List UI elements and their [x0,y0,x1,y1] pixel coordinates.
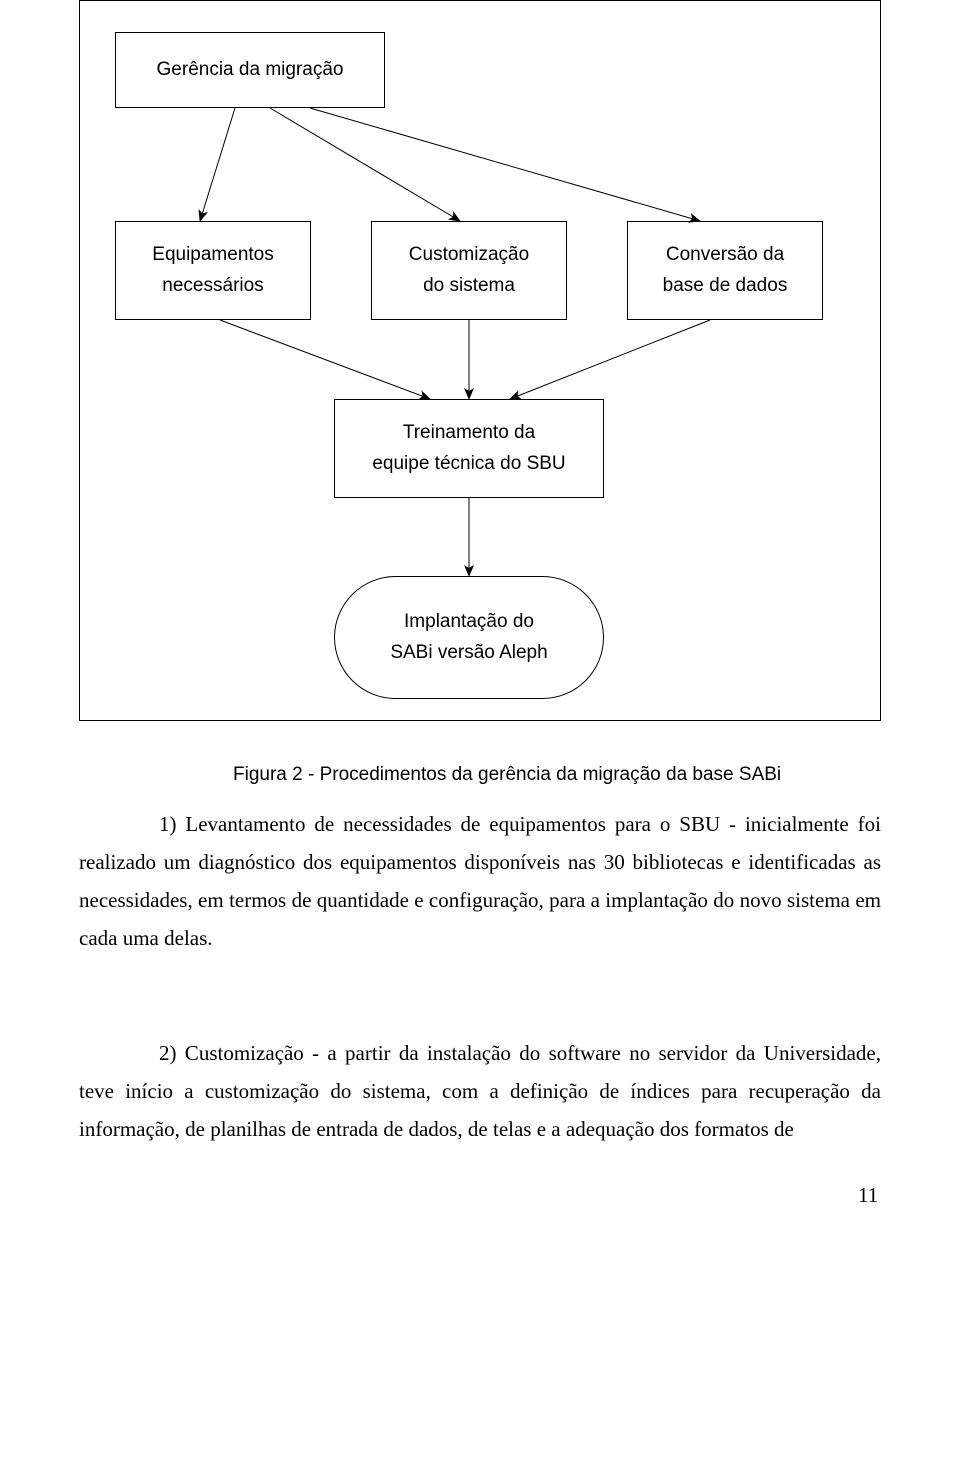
figure-caption: Figura 2 - Procedimentos da gerência da … [233,764,781,786]
node-train-line1: Treinamento da [403,418,535,448]
node-custom-line2: do sistema [423,271,515,301]
node-conv: Conversão da base de dados [627,221,823,320]
node-equip-line1: Equipamentos [152,240,273,270]
node-custom-line1: Customização [409,240,529,270]
body-block-0: 1) Levantamento de necessidades de equip… [159,805,881,843]
node-impl-line1: Implantação do [404,607,534,637]
node-conv-line1: Conversão da [666,240,784,270]
node-impl-line2: SABi versão Aleph [390,638,547,668]
node-conv-line2: base de dados [663,271,788,301]
node-root-line1: Gerência da migração [157,55,344,85]
node-train-line2: equipe técnica do SBU [372,449,565,479]
node-impl: Implantação do SABi versão Aleph [334,576,604,699]
node-custom: Customização do sistema [371,221,567,320]
node-equip: Equipamentos necessários [115,221,311,320]
body-block-2: 2) Customização - a partir da instalação… [159,1034,881,1072]
node-root: Gerência da migração [115,32,385,108]
body-block-3: teve início a customização do sistema, c… [79,1072,881,1148]
node-equip-line2: necessários [162,271,263,301]
body-block-1: realizado um diagnóstico dos equipamento… [79,843,881,957]
page-number: 11 [858,1183,878,1208]
node-train: Treinamento da equipe técnica do SBU [334,399,604,498]
